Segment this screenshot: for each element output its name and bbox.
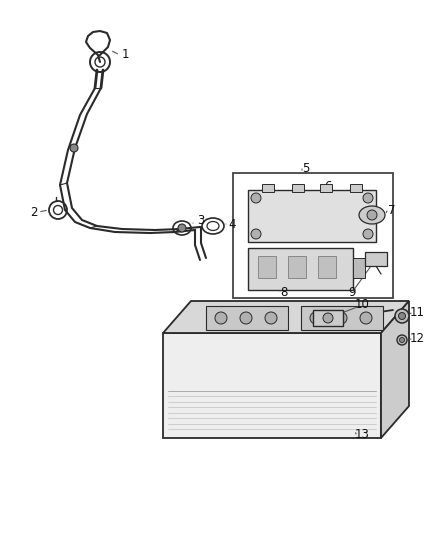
Bar — [163, 333, 381, 438]
Bar — [350, 184, 362, 192]
Circle shape — [240, 312, 252, 324]
Circle shape — [70, 144, 78, 152]
Polygon shape — [163, 301, 409, 333]
Text: 11: 11 — [410, 305, 425, 319]
Circle shape — [323, 313, 333, 323]
Circle shape — [363, 229, 373, 239]
Bar — [353, 258, 365, 278]
Text: 13: 13 — [355, 429, 370, 441]
Text: 9: 9 — [348, 286, 356, 298]
Circle shape — [251, 193, 261, 203]
Bar — [313, 310, 343, 326]
Bar — [301, 306, 383, 330]
Text: 10: 10 — [355, 298, 370, 311]
Bar — [206, 306, 288, 330]
Bar — [262, 184, 274, 192]
Bar — [248, 190, 376, 242]
Text: 3: 3 — [197, 214, 205, 227]
Bar — [248, 248, 353, 290]
Text: 2: 2 — [30, 206, 38, 219]
Text: 5: 5 — [302, 161, 309, 174]
Circle shape — [178, 224, 186, 232]
Circle shape — [335, 312, 347, 324]
Text: 8: 8 — [280, 286, 287, 298]
Bar — [365, 252, 387, 266]
Text: 7: 7 — [388, 204, 396, 216]
Circle shape — [215, 312, 227, 324]
Text: 1: 1 — [122, 49, 130, 61]
Text: 12: 12 — [410, 332, 425, 344]
Circle shape — [265, 312, 277, 324]
Circle shape — [399, 337, 405, 343]
Text: 4: 4 — [228, 217, 236, 230]
Circle shape — [395, 309, 409, 323]
Bar — [292, 184, 304, 192]
Circle shape — [360, 312, 372, 324]
Bar — [318, 256, 336, 278]
Circle shape — [399, 312, 406, 319]
Circle shape — [367, 210, 377, 220]
Bar — [320, 184, 332, 192]
Circle shape — [363, 193, 373, 203]
Ellipse shape — [359, 206, 385, 224]
Bar — [233, 173, 393, 298]
Circle shape — [251, 229, 261, 239]
Bar — [258, 256, 276, 278]
Polygon shape — [381, 301, 409, 438]
Circle shape — [310, 312, 322, 324]
Bar — [288, 256, 306, 278]
Circle shape — [397, 335, 407, 345]
Text: 6: 6 — [324, 181, 332, 193]
